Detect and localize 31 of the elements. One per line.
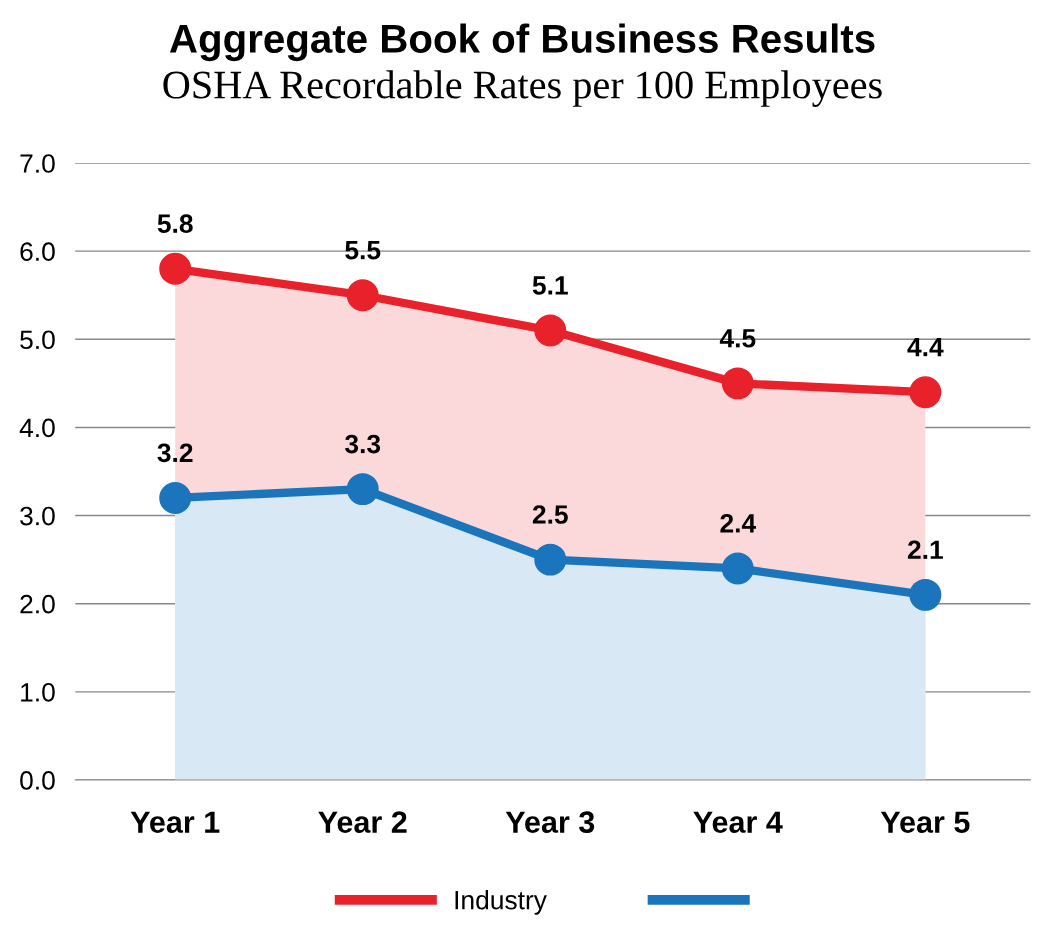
- y-tick-label: 7.0: [20, 154, 55, 173]
- point: [534, 543, 567, 576]
- y-tick-label: 4.0: [19, 418, 55, 438]
- x-tick-label: Year 2: [318, 811, 407, 833]
- chart-title: Aggregate Book of Business Results: [169, 23, 875, 62]
- y-tick-label: 5.0: [20, 330, 55, 350]
- data-label: 2.5: [532, 505, 568, 524]
- data-label: 4.4: [907, 337, 944, 357]
- point: [346, 473, 379, 506]
- y-tick-label: 3.0: [20, 506, 55, 526]
- data-label: 3.2: [157, 443, 193, 463]
- data-label: 2.4: [720, 513, 757, 533]
- y-tick-label: 2.0: [20, 594, 55, 614]
- y-tick-label: 1.0: [21, 682, 55, 702]
- x-tick-label: Year 1: [130, 811, 220, 833]
- x-tick-label: Year 5: [880, 811, 970, 833]
- data-label: 5.5: [345, 241, 381, 260]
- data-label: 5.1: [532, 276, 568, 295]
- x-tick-label: Year 4: [693, 811, 783, 833]
- point: [909, 578, 942, 611]
- data-label: 3.3: [345, 434, 381, 454]
- point: [721, 552, 754, 585]
- x-tick-label: Year 3: [505, 811, 595, 833]
- data-label: 5.8: [157, 214, 193, 234]
- y-tick-label: 6.0: [20, 242, 55, 261]
- data-label: 4.5: [719, 329, 756, 348]
- legend-label: Industry: [455, 890, 547, 915]
- y-tick-label: 0.0: [20, 771, 55, 790]
- data-label: 2.1: [907, 540, 943, 559]
- chart-subtitle: OSHA Recordable Rates per 100 Employees: [163, 70, 882, 107]
- point: [159, 481, 192, 514]
